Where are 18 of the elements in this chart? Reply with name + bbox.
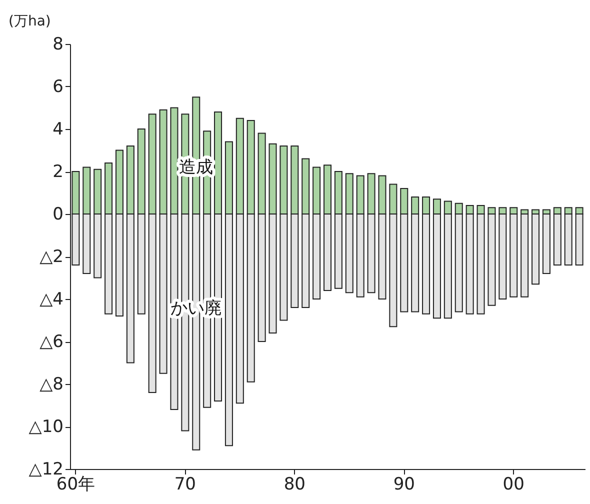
y-tick-label: 2 bbox=[52, 162, 64, 182]
y-tick-label: 0 bbox=[52, 204, 64, 224]
y-tick-label: △2 bbox=[40, 247, 64, 267]
x-tick-label: 00 bbox=[502, 474, 524, 494]
y-tick-label: △10 bbox=[28, 417, 64, 437]
x-tick-label: 80 bbox=[284, 474, 306, 494]
bar bbox=[520, 214, 529, 298]
y-tick-label: 8 bbox=[52, 34, 64, 54]
y-tick-label: △8 bbox=[40, 374, 64, 394]
bar bbox=[542, 214, 550, 274]
y-axis-title: (万ha) bbox=[8, 14, 51, 30]
y-tick-label: △6 bbox=[40, 332, 64, 352]
y-tick-label: 4 bbox=[52, 120, 64, 140]
x-tick-label: 70 bbox=[174, 474, 196, 494]
y-tick-label: 6 bbox=[52, 77, 64, 97]
y-tick-label: △4 bbox=[40, 290, 64, 310]
x-tick-label: 90 bbox=[393, 474, 415, 494]
bar bbox=[532, 214, 540, 285]
